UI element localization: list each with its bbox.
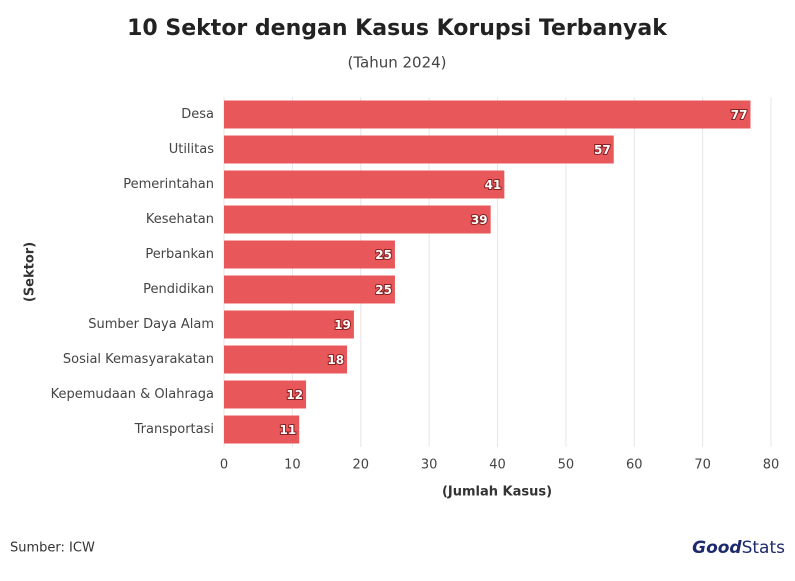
x-tick-label: 50 (558, 458, 575, 473)
y-tick-label: Desa (181, 107, 214, 122)
data-label: 11 (280, 423, 297, 437)
bar (224, 415, 300, 444)
x-tick-label: 70 (694, 458, 711, 473)
y-axis-label: (Sektor) (23, 242, 38, 302)
y-tick-label: Kepemudaan & Olahraga (51, 387, 214, 402)
source: Sumber: ICW (10, 541, 95, 556)
data-label: 39 (471, 213, 488, 227)
y-tick-label: Sumber Daya Alam (88, 317, 214, 332)
x-tick-label: 0 (220, 458, 228, 473)
x-tick-label: 60 (626, 458, 643, 473)
y-tick-label: Transportasi (134, 422, 214, 437)
logo-light: Stats (742, 538, 786, 558)
y-tick-label: Perbankan (145, 247, 214, 262)
bar (224, 275, 395, 304)
bar (224, 240, 395, 269)
logo-bold: Good (692, 538, 742, 558)
bar (224, 345, 348, 374)
y-tick-label: Pendidikan (143, 282, 214, 297)
bar (224, 135, 614, 164)
y-tick-label: Kesehatan (146, 212, 214, 227)
chart-subtitle: (Tahun 2024) (347, 54, 446, 72)
bar (224, 205, 491, 234)
data-label: 57 (594, 143, 611, 157)
x-tick-label: 30 (421, 458, 438, 473)
y-tick-label: Sosial Kemasyarakatan (63, 352, 214, 367)
x-axis-label: (Jumlah Kasus) (442, 485, 552, 500)
data-label: 25 (375, 248, 392, 262)
x-tick-label: 40 (489, 458, 506, 473)
bar (224, 310, 354, 339)
logo: GoodStats (692, 538, 785, 558)
chart-title: 10 Sektor dengan Kasus Korupsi Terbanyak (127, 16, 668, 41)
bar (224, 380, 307, 409)
y-tick-label: Utilitas (169, 142, 215, 157)
data-label: 18 (327, 353, 344, 367)
x-tick-label: 20 (352, 458, 369, 473)
data-label: 77 (731, 108, 748, 122)
y-tick-label: Pemerintahan (123, 177, 214, 192)
data-label: 25 (375, 283, 392, 297)
x-tick-label: 10 (284, 458, 301, 473)
data-label: 41 (485, 178, 502, 192)
data-label: 12 (286, 388, 303, 402)
x-tick-label: 80 (763, 458, 780, 473)
data-label: 19 (334, 318, 351, 332)
bar (224, 170, 505, 199)
bar (224, 100, 751, 129)
